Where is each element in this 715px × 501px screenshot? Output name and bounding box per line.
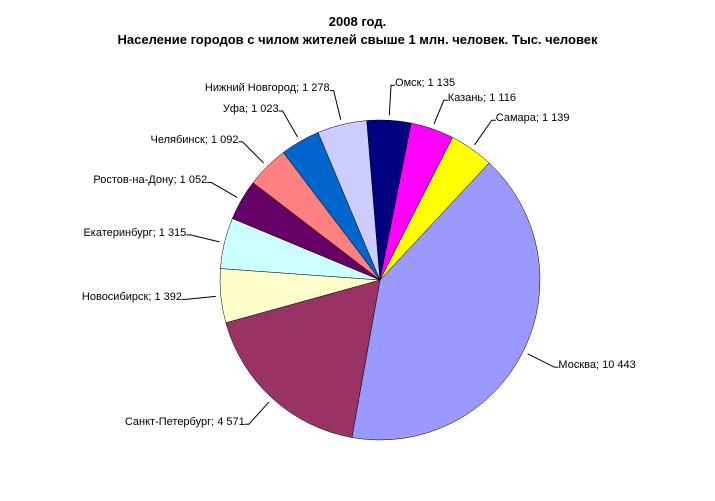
- leader-line: [528, 354, 559, 367]
- slice-label: Самара; 1 139: [496, 112, 570, 124]
- leader-line: [330, 91, 341, 120]
- slice-label: Челябинск; 1 092: [151, 134, 239, 146]
- slice-label: Казань; 1 116: [448, 92, 516, 104]
- leader-line: [475, 120, 496, 145]
- chart-title-line1: 2008 год.: [0, 14, 715, 29]
- slice-label: Новосибирск; 1 392: [82, 291, 182, 303]
- pie-chart-container: 2008 год. Население городов с чилом жите…: [0, 0, 715, 501]
- leader-line: [238, 142, 263, 163]
- leader-line: [186, 235, 219, 242]
- slice-label: Нижний Новгород; 1 278: [205, 82, 330, 94]
- leader-line: [207, 182, 237, 197]
- slice-label: Ростов-на-Дону; 1 052: [93, 174, 207, 186]
- slice-label: Омск; 1 135: [395, 77, 455, 89]
- slice-label: Москва; 10 443: [558, 359, 635, 371]
- chart-title-line2: Население городов с чилом жителей свыше …: [0, 32, 715, 47]
- leader-line: [279, 111, 298, 137]
- leader-line: [389, 85, 395, 115]
- slice-label: Санкт-Петербург; 4 571: [125, 416, 245, 428]
- pie-svg: [0, 0, 715, 501]
- slice-label: Екатеринбург; 1 315: [83, 227, 186, 239]
- slice-label: Уфа; 1 023: [223, 103, 279, 115]
- leader-line: [434, 100, 448, 124]
- leader-line: [182, 296, 216, 299]
- leader-line: [245, 402, 269, 424]
